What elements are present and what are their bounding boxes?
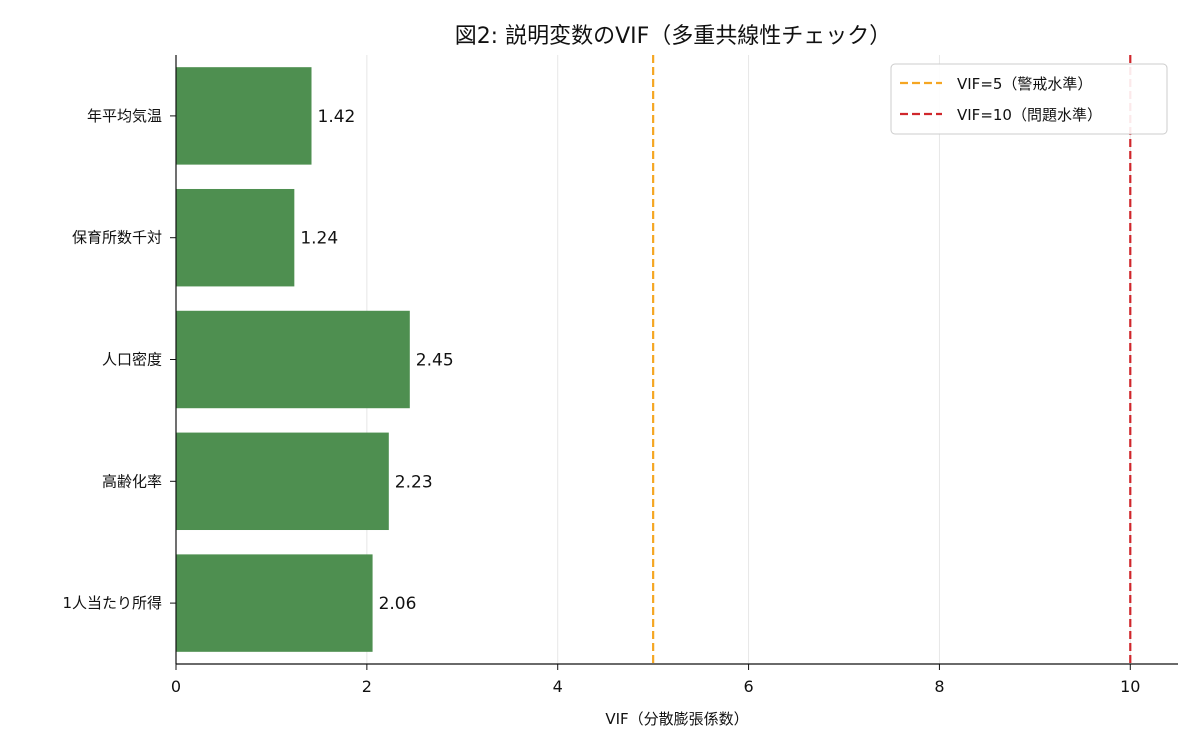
legend: VIF=5（警戒水準） VIF=10（問題水準） — [890, 63, 1168, 135]
x-axis-label: VIF（分散膨張係数） — [605, 710, 748, 728]
bar-value-labels: 1.42 1.24 2.45 2.23 2.06 — [300, 107, 453, 614]
legend-entry: VIF=5（警戒水準） — [957, 75, 1092, 93]
reference-lines — [652, 55, 1132, 664]
legend-entry: VIF=10（問題水準） — [957, 106, 1102, 124]
bar-value-label: 1.24 — [300, 229, 338, 249]
y-category-label: 高齢化率 — [102, 472, 162, 490]
y-category-label: 年平均気温 — [87, 107, 162, 125]
x-tick-label: 6 — [743, 677, 753, 696]
bar-value-label: 1.42 — [318, 107, 356, 127]
legend-box — [890, 63, 1168, 135]
bar — [176, 554, 373, 652]
x-tick-label: 4 — [553, 677, 563, 696]
x-tick-label: 2 — [362, 677, 372, 696]
bar — [176, 67, 312, 165]
bar — [176, 432, 389, 531]
x-ticks: 0 2 4 6 8 10 — [171, 664, 1140, 696]
bar — [176, 188, 295, 287]
y-category-label: 保育所数千対 — [72, 229, 162, 247]
x-tick-label: 10 — [1120, 677, 1140, 696]
chart-title: 図2: 説明変数のVIF（多重共線性チェック） — [455, 24, 892, 49]
bar-value-label: 2.23 — [395, 472, 433, 492]
x-tick-label: 8 — [934, 677, 944, 696]
y-category-label: 人口密度 — [102, 351, 162, 369]
bar — [176, 310, 410, 409]
y-category-label: 1人当たり所得 — [62, 594, 162, 612]
bar-value-label: 2.06 — [379, 594, 417, 614]
x-tick-label: 0 — [171, 677, 181, 696]
bar-value-label: 2.45 — [416, 351, 454, 371]
bars — [176, 67, 410, 652]
grid-lines — [366, 55, 1131, 664]
